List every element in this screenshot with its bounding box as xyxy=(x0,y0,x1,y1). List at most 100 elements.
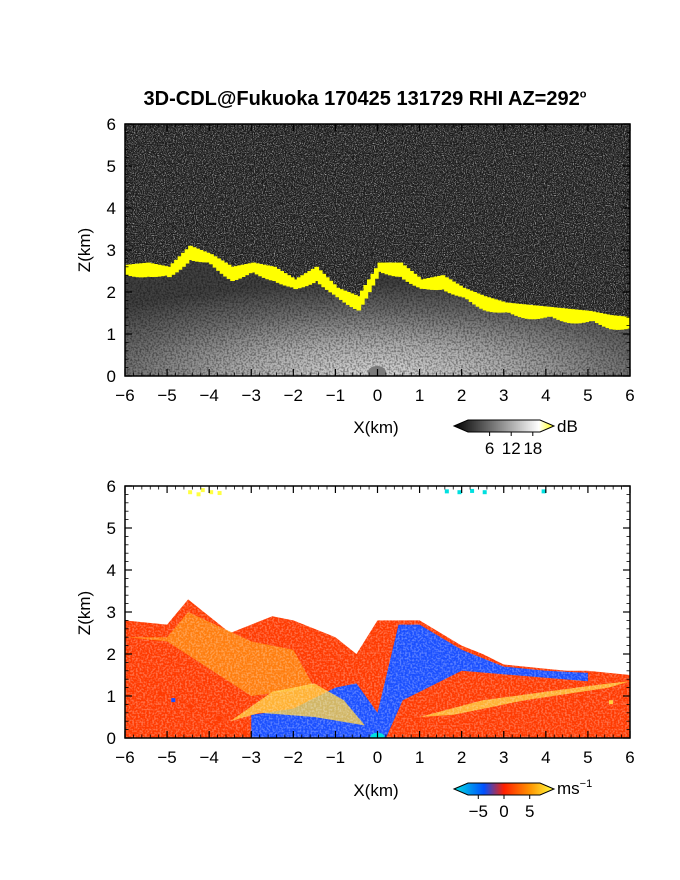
backscatter-echo-cell xyxy=(405,268,411,282)
backscatter-echo-cell xyxy=(528,304,534,320)
backscatter-ytick-label: 5 xyxy=(107,157,116,176)
backscatter-echo-cell xyxy=(153,264,158,277)
velocity-colorbar-unit: ms−1 xyxy=(557,778,592,798)
velocity-colorbar-tick-label: 0 xyxy=(499,802,508,821)
backscatter-echo-cell xyxy=(440,275,446,290)
backscatter-echo-cell xyxy=(538,306,544,319)
backscatter-echo-cell xyxy=(503,302,509,313)
velocity-colorbar-ticks: −5 0 5 xyxy=(469,795,534,821)
backscatter-echo-cell xyxy=(426,278,432,290)
backscatter-echo-cell xyxy=(524,304,530,319)
backscatter-xtick-label: −6 xyxy=(115,386,134,405)
backscatter-echo-cell xyxy=(265,265,270,280)
backscatter-echo-cell xyxy=(230,266,235,282)
backscatter-echo-cell xyxy=(352,294,358,309)
backscatter-echo-cell xyxy=(293,279,299,290)
backscatter-echo-cell xyxy=(202,251,207,263)
backscatter-echo-cell xyxy=(412,273,418,286)
backscatter-echo-cell xyxy=(195,248,200,262)
backscatter-echo-cell xyxy=(342,290,348,303)
backscatter-echo-cell xyxy=(314,266,320,282)
backscatter-colorbar-tick-label: 18 xyxy=(523,439,542,458)
velocity-pixel xyxy=(608,700,613,705)
backscatter-colorbar: dB 6 12 18 xyxy=(452,417,578,458)
velocity-pixel xyxy=(209,490,214,495)
backscatter-xtick-label: 1 xyxy=(415,386,424,405)
backscatter-echo-cell xyxy=(303,273,309,287)
backscatter-echo-cell xyxy=(416,276,421,288)
backscatter-echo-cell xyxy=(496,300,502,313)
backscatter-xtick-label: 3 xyxy=(499,386,508,405)
backscatter-echo-cell xyxy=(486,297,491,312)
velocity-xtick-label: −3 xyxy=(242,748,261,767)
backscatter-echo-cell xyxy=(591,311,597,322)
degree-symbol: o xyxy=(579,88,587,101)
backscatter-echo-cell xyxy=(240,264,246,277)
backscatter-echo-cell xyxy=(566,308,572,323)
backscatter-echo-cell xyxy=(237,265,242,279)
backscatter-echo-cell xyxy=(619,316,625,330)
velocity-ytick-label: 6 xyxy=(107,477,116,496)
backscatter-echo-cell xyxy=(388,262,393,276)
velocity-colorbar-tick-label: 5 xyxy=(525,802,534,821)
backscatter-echo-cell xyxy=(398,262,404,277)
backscatter-echo-cell xyxy=(419,279,425,289)
backscatter-echo-cell xyxy=(510,303,516,315)
backscatter-echo-cell xyxy=(622,316,628,330)
velocity-panel: −6 −5 −4 −3 −2 −1 0 1 2 3 4 5 6 0 1 2 3 4 5 6 X(km) Z(km) m… xyxy=(75,477,635,821)
backscatter-echo-cell xyxy=(244,264,249,276)
backscatter-echo-cell xyxy=(395,262,400,277)
chart-title-text: 3D-CDL@Fukuoka 170425 131729 RHI AZ=292 xyxy=(143,88,580,110)
velocity-pixel xyxy=(196,492,201,497)
backscatter-echo-cell xyxy=(409,271,414,284)
backscatter-echo-cell xyxy=(626,316,630,329)
velocity-xtick-label: −6 xyxy=(115,748,134,767)
backscatter-colorbar-bar xyxy=(452,419,556,433)
backscatter-echo-cell xyxy=(402,265,407,280)
velocity-pixel xyxy=(188,704,193,709)
backscatter-echo-cell xyxy=(552,307,558,319)
velocity-pixel xyxy=(200,488,205,493)
backscatter-echo-cell xyxy=(335,287,341,298)
backscatter-echo-cell xyxy=(254,263,260,275)
backscatter-echo-cell xyxy=(433,276,439,291)
velocity-colorbar: ms−1 −5 0 5 xyxy=(452,778,592,821)
velocity-pixel xyxy=(482,490,487,495)
velocity-xtick-label: 2 xyxy=(457,748,466,767)
backscatter-echo-cell xyxy=(349,293,355,308)
backscatter-echo-cell xyxy=(535,305,541,319)
backscatter-colorbar-tick-label: 12 xyxy=(502,439,521,458)
backscatter-echo-cell xyxy=(479,294,484,309)
velocity-pixel xyxy=(217,491,222,496)
backscatter-ytick-label: 3 xyxy=(107,241,116,260)
backscatter-echo-cell xyxy=(331,284,337,295)
velocity-xlabel: X(km) xyxy=(353,781,398,800)
velocity-pixel xyxy=(217,717,222,721)
backscatter-echo-cell xyxy=(282,273,288,286)
backscatter-echo-cell xyxy=(363,285,369,299)
backscatter-echo-cell xyxy=(601,313,607,327)
velocity-ytick-label: 0 xyxy=(107,729,116,748)
backscatter-xtick-label: 4 xyxy=(541,386,550,405)
backscatter-echo-cell xyxy=(289,277,295,288)
backscatter-echo-cell xyxy=(300,275,306,288)
backscatter-echo-cell xyxy=(489,298,495,313)
backscatter-echo-cell xyxy=(177,256,183,270)
velocity-xtick-label: 5 xyxy=(583,748,592,767)
velocity-axes: −6 −5 −4 −3 −2 −1 0 1 2 3 4 5 6 0 1 2 3 4 5 6 xyxy=(107,477,635,767)
backscatter-echo-cell xyxy=(356,296,362,311)
backscatter-xtick-label: −4 xyxy=(199,386,218,405)
backscatter-xtick-label: 5 xyxy=(583,386,592,405)
backscatter-echo-cell xyxy=(317,270,323,285)
velocity-xtick-label: −5 xyxy=(157,748,176,767)
backscatter-echo-cell xyxy=(205,252,211,263)
backscatter-echo-cell xyxy=(472,292,477,305)
velocity-colorbar-unit-exp: −1 xyxy=(580,778,593,790)
backscatter-echo-cell xyxy=(517,303,523,318)
backscatter-echo-cell xyxy=(465,289,470,300)
backscatter-ytick-label: 4 xyxy=(107,199,116,218)
backscatter-echo-cell xyxy=(598,313,604,325)
backscatter-echo-cell xyxy=(468,290,474,302)
backscatter-echo-cell xyxy=(258,264,263,277)
backscatter-echo-cell xyxy=(437,275,442,290)
